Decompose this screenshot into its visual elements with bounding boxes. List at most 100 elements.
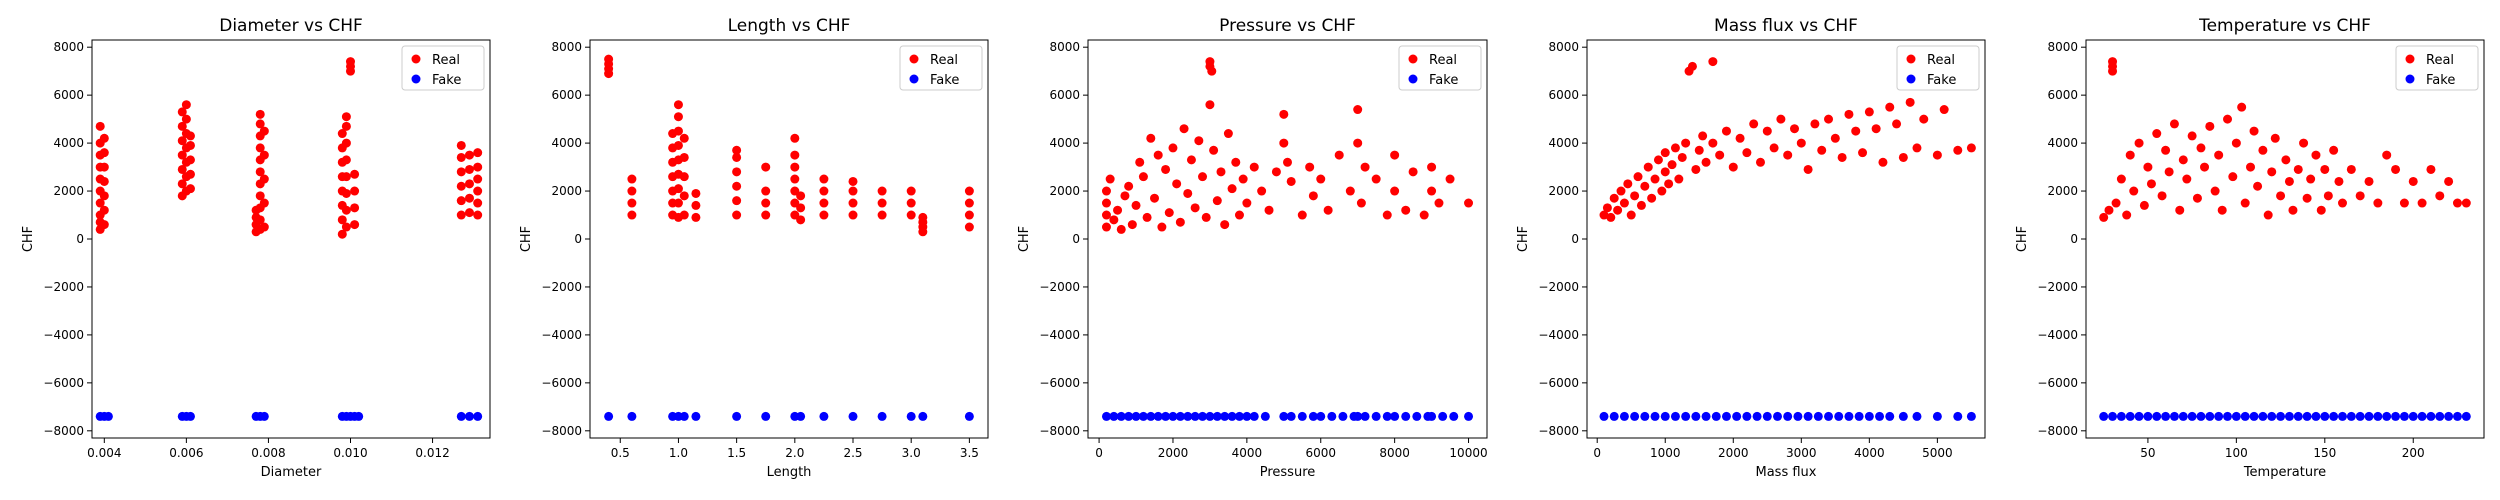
data-point-fake bbox=[2231, 411, 2241, 421]
data-point-real bbox=[99, 205, 109, 215]
y-tick-label: −2000 bbox=[43, 280, 84, 294]
data-point-real bbox=[456, 210, 466, 220]
y-tick-label: 2000 bbox=[53, 184, 84, 198]
data-point-real bbox=[1691, 164, 1701, 174]
data-point-real bbox=[1762, 126, 1772, 136]
x-tick-label: 2.0 bbox=[785, 446, 804, 460]
data-point-fake bbox=[1912, 411, 1922, 421]
data-point-real bbox=[1120, 191, 1130, 201]
series-fake bbox=[95, 411, 483, 421]
data-point-fake bbox=[627, 411, 637, 421]
data-point-fake bbox=[2382, 411, 2392, 421]
y-tick-label: −4000 bbox=[1538, 328, 1579, 342]
data-point-fake bbox=[2293, 411, 2303, 421]
data-point-real bbox=[673, 112, 683, 122]
data-point-real bbox=[1127, 220, 1137, 230]
data-point-real bbox=[2134, 138, 2144, 148]
data-point-real bbox=[177, 150, 187, 160]
data-point-real bbox=[796, 203, 806, 213]
data-point-fake bbox=[2134, 411, 2144, 421]
data-point-real bbox=[1636, 200, 1646, 210]
data-point-real bbox=[1643, 162, 1653, 172]
data-point-real bbox=[627, 198, 637, 208]
data-point-real bbox=[2237, 102, 2247, 112]
data-point-real bbox=[1401, 205, 1411, 215]
data-point-real bbox=[819, 198, 829, 208]
data-point-fake bbox=[796, 411, 806, 421]
data-point-real bbox=[1264, 205, 1274, 215]
plot-area bbox=[589, 39, 989, 439]
data-point-real bbox=[964, 198, 974, 208]
data-point-fake bbox=[2391, 411, 2401, 421]
data-point-real bbox=[1464, 198, 1474, 208]
data-point-real bbox=[2122, 210, 2132, 220]
data-point-real bbox=[964, 210, 974, 220]
y-tick-label: 0 bbox=[1571, 232, 1579, 246]
y-tick-label: 2000 bbox=[551, 184, 582, 198]
data-point-real bbox=[177, 164, 187, 174]
data-point-real bbox=[1653, 155, 1663, 165]
data-point-real bbox=[2311, 150, 2321, 160]
x-tick-label: 4000 bbox=[1854, 446, 1885, 460]
data-point-real bbox=[2192, 193, 2202, 203]
series-fake bbox=[1599, 411, 1976, 421]
chart-title: Pressure vs CHF bbox=[1219, 16, 1356, 36]
y-tick-label: −4000 bbox=[43, 328, 84, 342]
data-point-real bbox=[1783, 150, 1793, 160]
data-point-real bbox=[1172, 179, 1182, 189]
plot-area bbox=[2085, 39, 2485, 439]
data-point-real bbox=[337, 129, 347, 139]
data-point-real bbox=[2284, 176, 2294, 186]
data-point-real bbox=[341, 155, 351, 165]
data-point-real bbox=[2323, 191, 2333, 201]
legend-label: Real bbox=[1927, 53, 1955, 68]
data-point-real bbox=[1168, 143, 1178, 153]
data-point-fake bbox=[1732, 411, 1742, 421]
data-point-fake bbox=[2169, 411, 2179, 421]
data-point-real bbox=[2293, 164, 2303, 174]
y-tick-label: −6000 bbox=[541, 376, 582, 390]
data-point-fake bbox=[1898, 411, 1908, 421]
data-point-real bbox=[1234, 210, 1244, 220]
x-tick-label: 1.0 bbox=[669, 446, 688, 460]
data-point-real bbox=[1231, 157, 1241, 167]
data-point-real bbox=[456, 140, 466, 150]
data-point-real bbox=[2452, 198, 2462, 208]
data-point-fake bbox=[1260, 411, 1270, 421]
series-real bbox=[1599, 57, 1976, 222]
data-point-real bbox=[1939, 105, 1949, 115]
data-point-real bbox=[177, 136, 187, 146]
data-point-fake bbox=[604, 411, 614, 421]
data-point-fake bbox=[1844, 411, 1854, 421]
data-point-real bbox=[1238, 174, 1248, 184]
data-point-real bbox=[1135, 157, 1145, 167]
data-point-real bbox=[350, 169, 360, 179]
data-point-real bbox=[1227, 184, 1237, 194]
data-point-fake bbox=[1650, 411, 1660, 421]
data-point-real bbox=[185, 184, 195, 194]
legend-marker-fake bbox=[1906, 74, 1916, 84]
chart-title: Temperature vs CHF bbox=[2198, 16, 2371, 36]
x-axis-label: Diameter bbox=[261, 465, 322, 480]
chart-panel-3: Pressure vs CHF 0 2000 4000 6000 8000 10000 −80… bbox=[1017, 16, 1488, 480]
series-fake bbox=[604, 411, 974, 421]
data-point-real bbox=[1316, 174, 1326, 184]
y-tick-label: 8000 bbox=[1049, 40, 1080, 54]
y-tick-label: 8000 bbox=[53, 40, 84, 54]
data-point-fake bbox=[1353, 411, 1363, 421]
data-point-real bbox=[1681, 138, 1691, 148]
chart-panel-5: Temperature vs CHF 50 100 150 200 −8000 −6000 −… bbox=[2015, 16, 2485, 480]
data-point-real bbox=[2129, 186, 2139, 196]
x-tick-label: 0.006 bbox=[169, 446, 203, 460]
data-point-real bbox=[1647, 193, 1657, 203]
data-point-real bbox=[1445, 174, 1455, 184]
data-point-real bbox=[1932, 150, 1942, 160]
data-point-real bbox=[679, 152, 689, 162]
data-point-real bbox=[1205, 57, 1215, 67]
x-tick-label: 1000 bbox=[1650, 446, 1681, 460]
data-point-real bbox=[350, 186, 360, 196]
data-point-real bbox=[2334, 176, 2344, 186]
data-point-real bbox=[2306, 174, 2316, 184]
x-tick-label: 1.5 bbox=[727, 446, 746, 460]
data-point-real bbox=[1844, 109, 1854, 119]
